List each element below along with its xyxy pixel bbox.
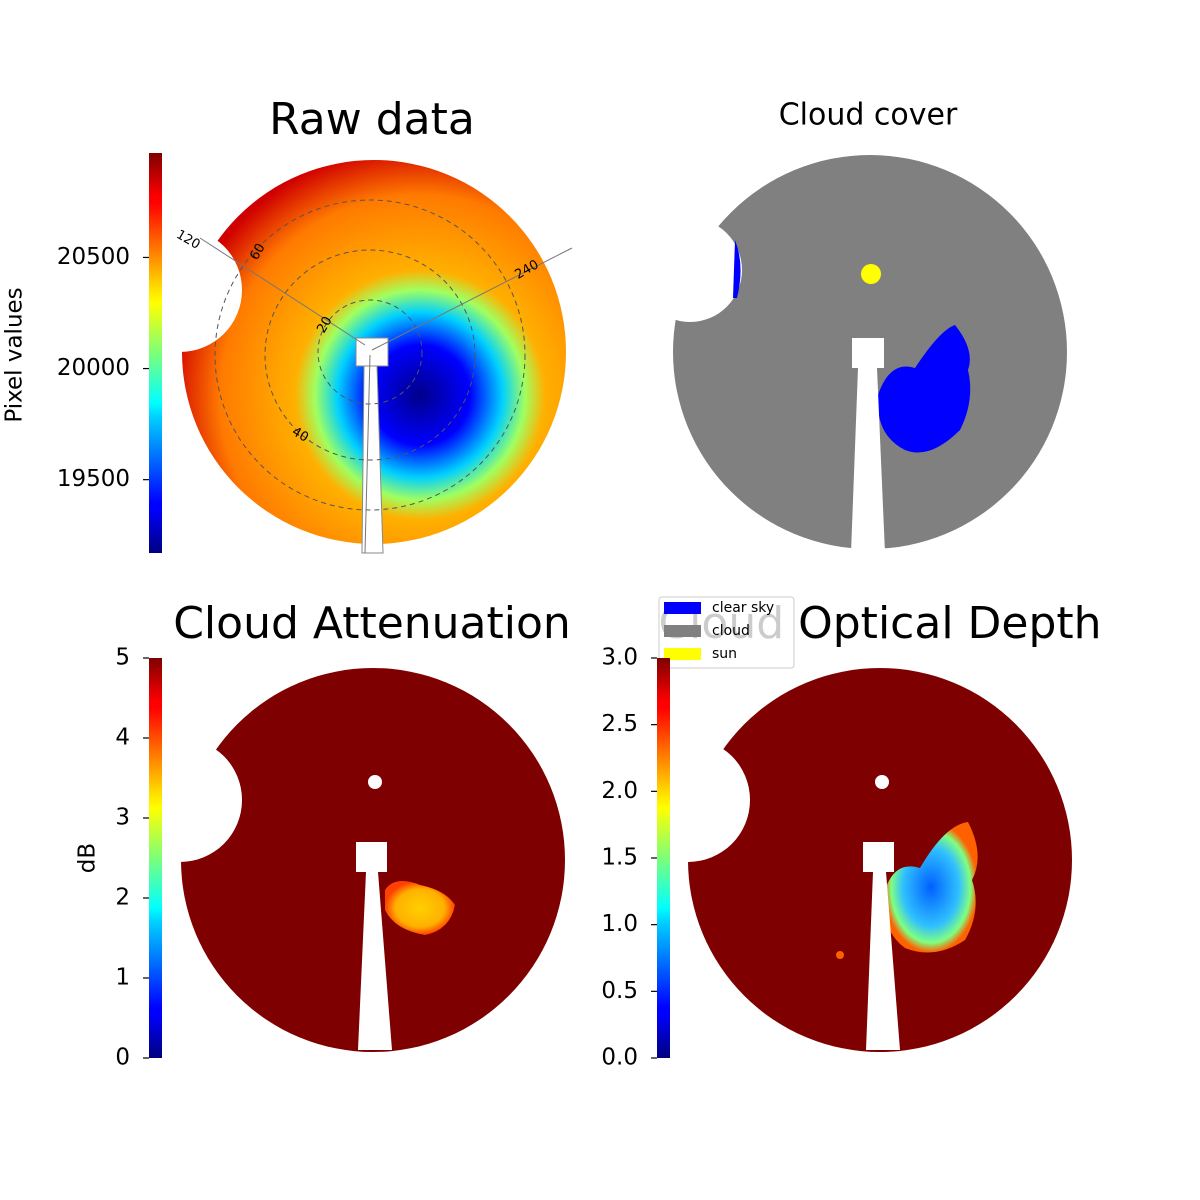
polar-tick-label: 40 — [289, 424, 311, 445]
colorbar — [657, 658, 670, 1058]
panel-title: Cloud cover — [779, 98, 958, 133]
colorbar-label: Pixel values — [2, 287, 28, 422]
mask — [875, 775, 889, 789]
colorbar-tick-label: 1.0 — [601, 911, 638, 937]
polar-tick-label: 60 — [247, 241, 268, 263]
colorbar-tick-label: 2.5 — [601, 711, 638, 737]
legend-label: sun — [712, 646, 737, 662]
panel-title: Raw data — [269, 94, 475, 145]
colorbar-tick-label: 19500 — [57, 466, 130, 492]
colorbar — [149, 153, 162, 553]
legend-swatch — [664, 602, 701, 614]
colorbar-tick-label: 2 — [115, 885, 130, 911]
colorbar-tick-label: 0.5 — [601, 978, 638, 1004]
legend-label: clear sky — [712, 600, 774, 616]
mask — [866, 872, 900, 1050]
polar-axis — [199, 237, 366, 346]
sky-images — [118, 155, 1072, 1052]
colorbar-tick-label: 20500 — [57, 244, 130, 270]
colorbar-label: dB — [75, 843, 101, 873]
polar-grid — [214, 199, 526, 511]
colorbar-tick-label: 3 — [115, 805, 130, 831]
mask — [638, 218, 742, 322]
mask — [356, 842, 387, 872]
legend-swatch — [664, 625, 701, 637]
colorbar-tick-label: 1 — [115, 965, 130, 991]
mask — [863, 842, 894, 872]
mask — [118, 228, 242, 352]
clear-region — [877, 325, 971, 453]
mask — [851, 368, 885, 553]
panel-title: Cloud Attenuation — [173, 598, 571, 649]
colorbar — [149, 658, 162, 1058]
optical-depth-region — [836, 951, 844, 959]
polar-axis — [364, 354, 371, 554]
colorbar-tick-label: 3.0 — [601, 645, 638, 671]
mask — [852, 338, 884, 368]
clear-region — [733, 240, 741, 298]
colorbar-tick-label: 4 — [115, 725, 130, 751]
optical-depth-region — [884, 822, 978, 953]
colorbar-tick-label: 20000 — [57, 355, 130, 381]
colorbar-tick-label: 2.0 — [601, 778, 638, 804]
polar-tick-label: 20 — [314, 314, 335, 336]
attenuation-region — [385, 881, 455, 935]
mask — [626, 738, 750, 862]
colorbar-tick-label: 1.5 — [601, 845, 638, 871]
colorbar-tick-label: 0 — [115, 1045, 130, 1071]
legend-label: cloud — [712, 623, 750, 639]
mask — [118, 738, 242, 862]
colorbar-tick-label: 5 — [115, 645, 130, 671]
colorbar-tick-label: 0.0 — [601, 1045, 638, 1071]
mask — [358, 872, 392, 1050]
polar-axis — [371, 247, 573, 351]
mask — [368, 775, 382, 789]
legend-swatch — [664, 648, 701, 660]
sun-marker — [861, 264, 881, 284]
